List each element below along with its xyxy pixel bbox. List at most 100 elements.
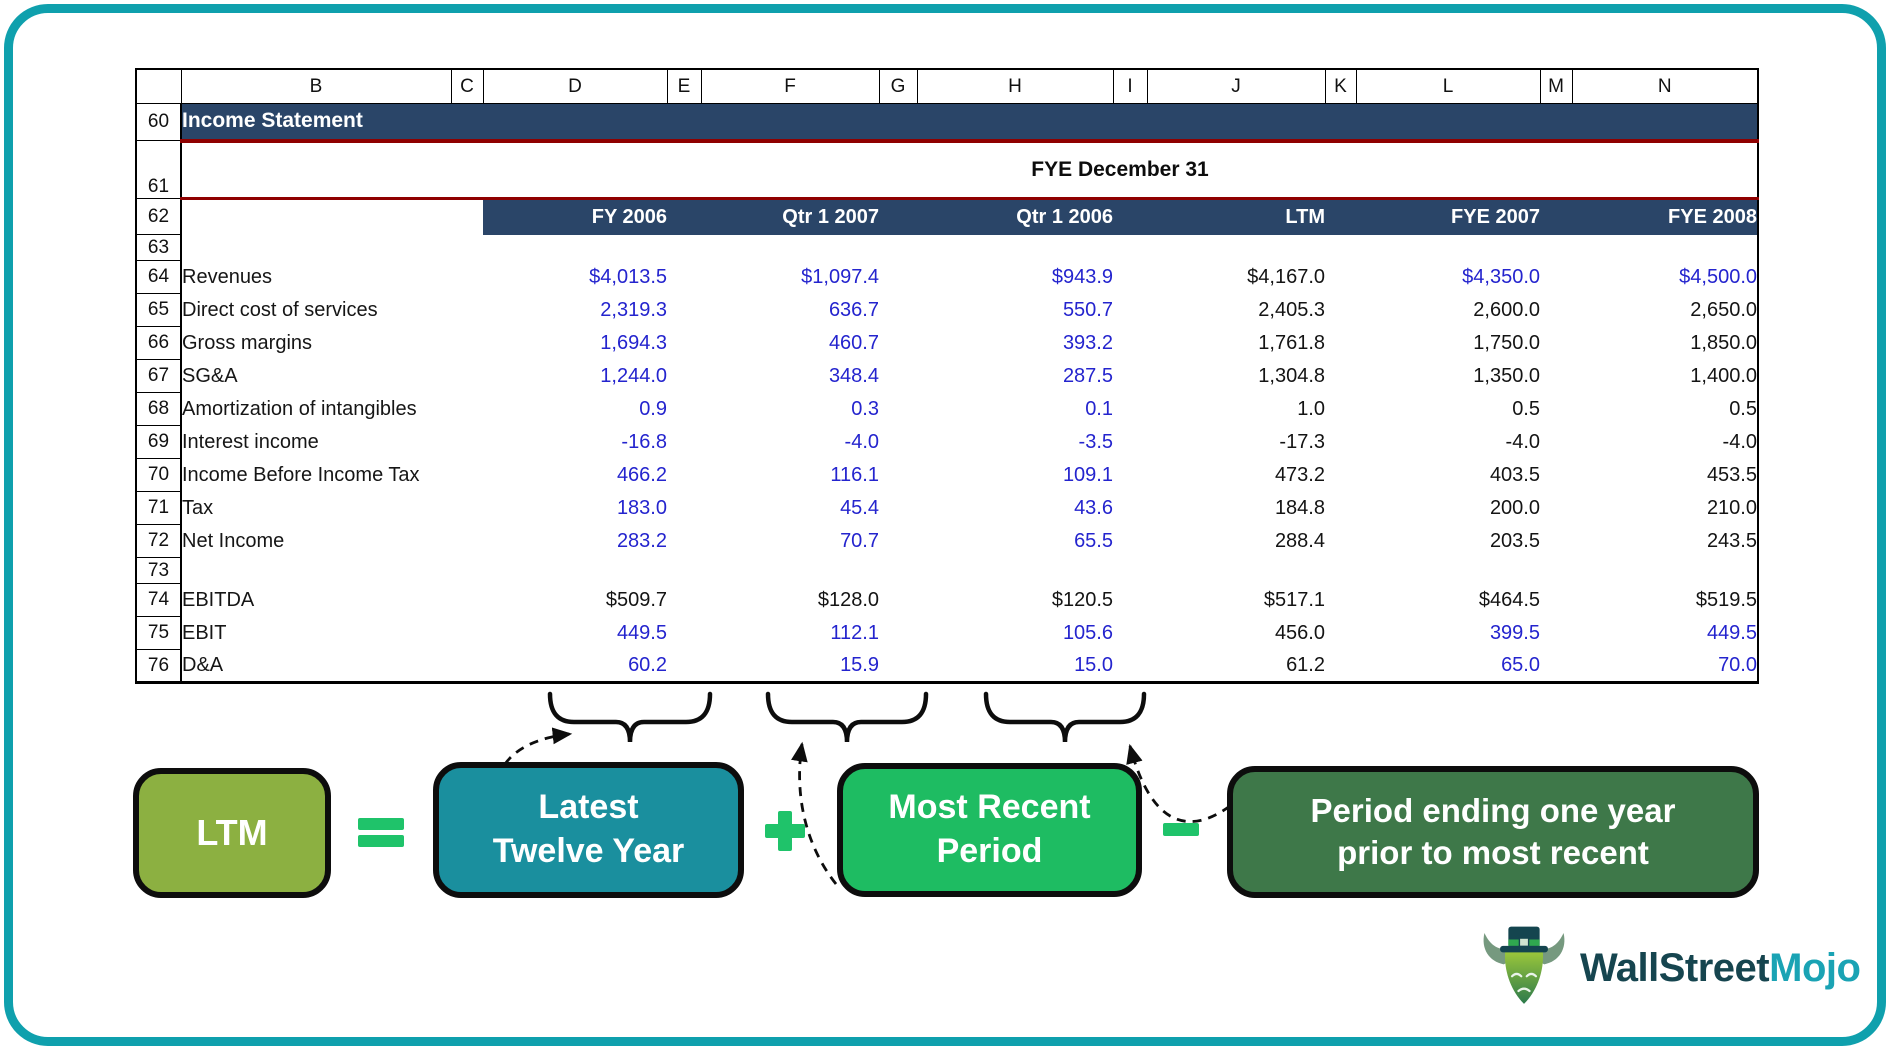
cell-D74: $509.7 xyxy=(605,588,667,611)
cell-spacer xyxy=(667,584,701,617)
col-header-D: D xyxy=(482,68,668,104)
colhead-spacer xyxy=(1540,198,1572,235)
row-label-net-income: Net Income xyxy=(182,529,285,552)
cell-spacer xyxy=(1325,294,1356,327)
cell-J67: 1,304.8 xyxy=(1258,364,1325,387)
row-label-ebit: EBIT xyxy=(182,621,227,644)
cell-spacer xyxy=(1113,294,1147,327)
cell-spacer xyxy=(1113,650,1147,683)
equals-icon xyxy=(358,818,404,847)
cell-J65: 2,405.3 xyxy=(1258,298,1325,321)
cell-L65: 2,600.0 xyxy=(1473,298,1540,321)
recent-box-line2: Period xyxy=(936,832,1043,870)
row-number-61: 61 xyxy=(135,140,182,199)
cell-J75: 456.0 xyxy=(1274,621,1325,644)
brace-qtr1-2007-column xyxy=(765,691,929,743)
cell-L70: 403.5 xyxy=(1489,463,1540,486)
cell-N69: -4.0 xyxy=(1722,430,1757,453)
cell-spacer xyxy=(667,459,701,492)
cell-spacer xyxy=(1325,650,1356,683)
cell-spacer xyxy=(1540,584,1572,617)
arrow-prior-to-brace xyxy=(1126,743,1231,823)
cell-F72: 70.7 xyxy=(840,529,879,552)
cell-L67: 1,350.0 xyxy=(1473,364,1540,387)
cell-J74: $517.1 xyxy=(1263,588,1325,611)
cell-N68: 0.5 xyxy=(1729,397,1757,420)
cell-J71: 184.8 xyxy=(1274,496,1325,519)
cell-D68: 0.9 xyxy=(639,397,667,420)
cell-H76: 15.0 xyxy=(1074,653,1113,676)
colhead-spacer xyxy=(667,198,701,235)
wallstreetmojo-bull-icon xyxy=(1483,926,1565,1004)
cell-spacer xyxy=(1113,261,1147,294)
cell-spacer xyxy=(1540,327,1572,360)
row-number-67: 67 xyxy=(135,359,182,393)
cell-N67: 1,400.0 xyxy=(1690,364,1757,387)
cell-J66: 1,761.8 xyxy=(1258,331,1325,354)
row-number-74: 74 xyxy=(135,583,182,617)
cell-F65: 636.7 xyxy=(828,298,879,321)
cell-D75: 449.5 xyxy=(616,621,667,644)
period-header-fy-2006: FY 2006 xyxy=(483,198,667,235)
period-header-ltm: LTM xyxy=(1147,198,1325,235)
row-number-62: 62 xyxy=(135,198,182,235)
income-statement-spreadsheet: B C D E F G H I J K L M N 60 Income Statement 61 FYE Dec… xyxy=(135,68,1759,684)
cell-D71: 183.0 xyxy=(616,496,667,519)
col-header-L: L xyxy=(1355,68,1541,104)
cell-spacer xyxy=(667,525,701,558)
colhead-blank xyxy=(181,198,483,235)
col-header-M: M xyxy=(1539,68,1573,104)
cell-spacer xyxy=(879,261,917,294)
brace-fy2006-column xyxy=(547,691,713,743)
cell-spacer xyxy=(879,617,917,650)
wallstreetmojo-wordmark: WallStreetMojo xyxy=(1580,946,1861,991)
row-number-70: 70 xyxy=(135,458,182,492)
cell-H74: $120.5 xyxy=(1051,588,1113,611)
minus-icon xyxy=(1163,823,1199,836)
cell-F69: -4.0 xyxy=(844,430,879,453)
ltm-box-label: LTM xyxy=(196,811,268,853)
spreadsheet-table: B C D E F G H I J K L M N 60 Income Statement 61 FYE Dec… xyxy=(135,68,1759,684)
cell-H72: 65.5 xyxy=(1074,529,1113,552)
cell-spacer xyxy=(879,426,917,459)
cell-F64: $1,097.4 xyxy=(801,265,879,288)
row-label-amortization-of-intangibles: Amortization of intangibles xyxy=(182,397,417,420)
cell-spacer xyxy=(667,617,701,650)
cell-H66: 393.2 xyxy=(1062,331,1113,354)
cell-L76: 65.0 xyxy=(1501,653,1540,676)
cell-spacer xyxy=(879,327,917,360)
cell-spacer xyxy=(1325,327,1356,360)
cell-F74: $128.0 xyxy=(817,588,879,611)
latest-box-line1: Latest xyxy=(538,788,639,827)
income-statement-title: Income Statement xyxy=(181,103,1758,143)
cell-F67: 348.4 xyxy=(828,364,879,387)
plus-icon xyxy=(765,811,805,851)
cell-N66: 1,850.0 xyxy=(1690,331,1757,354)
cell-spacer xyxy=(879,294,917,327)
wallstreetmojo-logo: WallStreetMojo xyxy=(1478,922,1861,1014)
most-recent-period-box: Most Recent Period xyxy=(837,763,1142,897)
col-header-C: C xyxy=(450,68,484,104)
cell-D69: -16.8 xyxy=(621,430,667,453)
cell-N76: 70.0 xyxy=(1718,653,1757,676)
cell-H68: 0.1 xyxy=(1085,397,1113,420)
fye-left-blank xyxy=(181,140,483,200)
ltm-box: LTM xyxy=(133,768,331,898)
cell-L75: 399.5 xyxy=(1489,621,1540,644)
row-number-68: 68 xyxy=(135,392,182,426)
row-number-71: 71 xyxy=(135,491,182,525)
row-number-76: 76 xyxy=(135,649,182,683)
cell-J69: -17.3 xyxy=(1279,430,1325,453)
prior-box-line1: Period ending one year xyxy=(1310,791,1676,829)
cell-D76: 60.2 xyxy=(628,653,667,676)
row-number-69: 69 xyxy=(135,425,182,459)
cell-N71: 210.0 xyxy=(1706,496,1757,519)
cell-D70: 466.2 xyxy=(616,463,667,486)
fye-december-31-label: FYE December 31 xyxy=(483,140,1758,200)
cell-spacer xyxy=(1540,617,1572,650)
row-label-interest-income: Interest income xyxy=(182,430,319,453)
period-header-qtr-1-2006: Qtr 1 2006 xyxy=(917,198,1113,235)
row-label-direct-cost-of-services: Direct cost of services xyxy=(182,298,378,321)
cell-N72: 243.5 xyxy=(1706,529,1757,552)
cell-D72: 283.2 xyxy=(616,529,667,552)
